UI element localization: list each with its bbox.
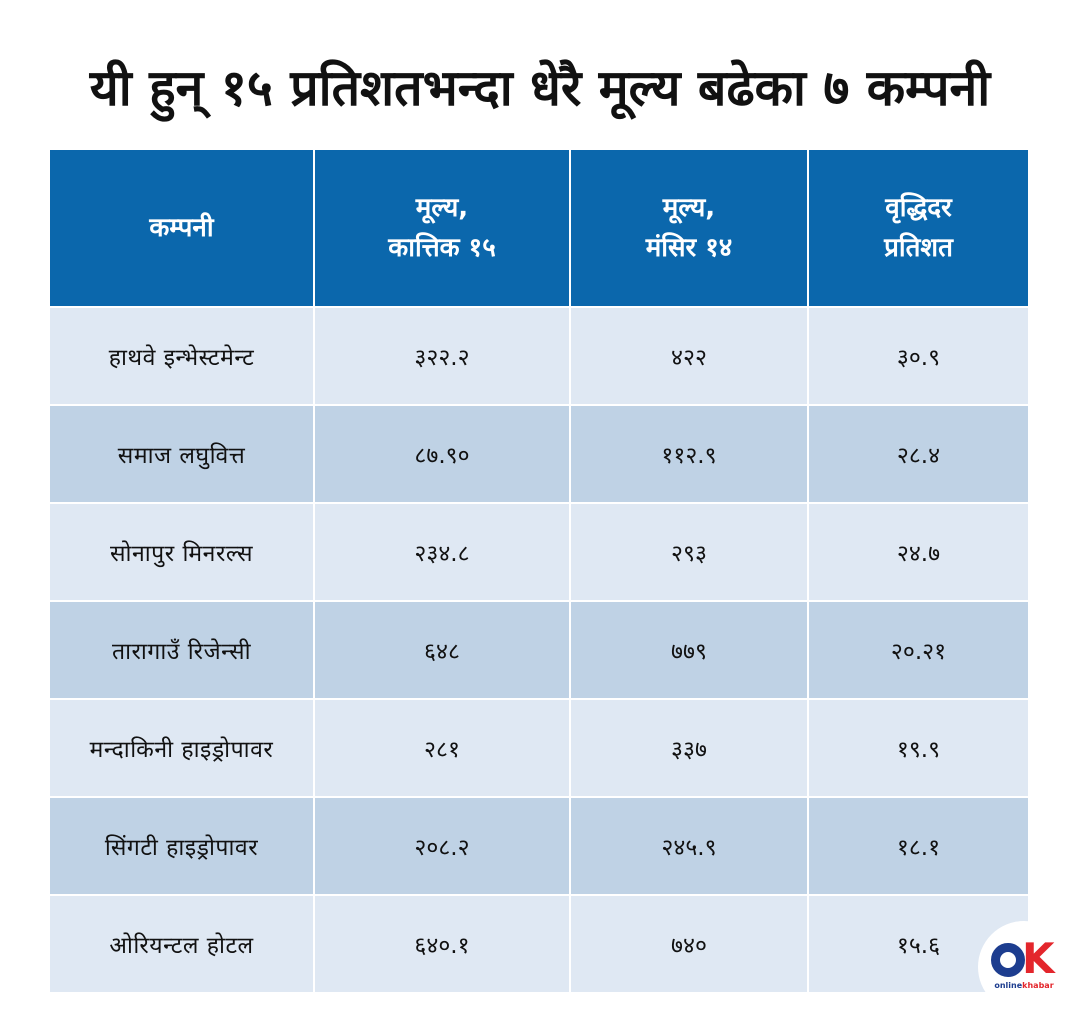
- table-row: सोनापुर मिनरल्स २३४.८ २९३ २४.७: [50, 502, 1028, 601]
- company-cell: ओरियन्टल होटल: [50, 894, 314, 992]
- logo-k-mark: K: [1022, 934, 1055, 983]
- company-cell: मन्दाकिनी हाइड्रोपावर: [50, 698, 314, 797]
- growth-table: कम्पनी मूल्य, कात्तिक १५ मूल्य, मंसिर १४…: [50, 150, 1028, 992]
- price-kartik-cell: ६४०.१: [313, 894, 570, 992]
- price-mangsir-cell: ३३७: [569, 698, 808, 797]
- price-mangsir-cell: २४५.९: [569, 796, 808, 895]
- price-kartik-cell: ३२२.२: [313, 306, 570, 405]
- company-cell: सोनापुर मिनरल्स: [50, 502, 314, 601]
- header-price-mangsir: मूल्य, मंसिर १४: [569, 150, 808, 307]
- company-cell: सिंगटी हाइड्रोपावर: [50, 796, 314, 895]
- logo-o-mark: [991, 943, 1025, 977]
- growth-cell: ३०.९: [807, 306, 1028, 405]
- page-title: यी हुन् १५ प्रतिशतभन्दा धेरै मूल्य बढेका…: [89, 59, 991, 117]
- header-growth: वृद्धिदर प्रतिशत: [807, 150, 1028, 307]
- header-growth-line1: वृद्धिदर: [885, 193, 952, 223]
- price-mangsir-cell: ७४०: [569, 894, 808, 992]
- company-cell: समाज लघुवित्त: [50, 404, 314, 503]
- table-row: समाज लघुवित्त ८७.९० ११२.९ २८.४: [50, 404, 1028, 503]
- header-price-kartik-line2: कात्तिक १५: [388, 233, 496, 263]
- header-company: कम्पनी: [50, 150, 314, 307]
- table-row: हाथवे इन्भेस्टमेन्ट ३२२.२ ४२२ ३०.९: [50, 306, 1028, 405]
- growth-cell: २८.४: [807, 404, 1028, 503]
- header-price-kartik: मूल्य, कात्तिक १५: [313, 150, 570, 307]
- header-price-mangsir-line1: मूल्य,: [662, 193, 716, 223]
- price-kartik-cell: ८७.९०: [313, 404, 570, 503]
- price-kartik-cell: २८१: [313, 698, 570, 797]
- logo-wordmark-prefix: online: [994, 981, 1023, 990]
- table-row: तारागाउँ रिजेन्सी ६४८ ७७९ २०.२१: [50, 600, 1028, 699]
- logo-wordmark: onlinekhabar: [984, 981, 1064, 990]
- price-kartik-cell: २३४.८: [313, 502, 570, 601]
- growth-cell: २०.२१: [807, 600, 1028, 699]
- logo-wordmark-suffix: khabar: [1022, 981, 1054, 990]
- company-cell: हाथवे इन्भेस्टमेन्ट: [50, 306, 314, 405]
- table-row: सिंगटी हाइड्रोपावर २०८.२ २४५.९ १८.१: [50, 796, 1028, 895]
- growth-cell: १८.१: [807, 796, 1028, 895]
- price-mangsir-cell: ११२.९: [569, 404, 808, 503]
- table-row: मन्दाकिनी हाइड्रोपावर २८१ ३३७ १९.९: [50, 698, 1028, 797]
- header-growth-line2: प्रतिशत: [884, 233, 953, 263]
- table-header-row: कम्पनी मूल्य, कात्तिक १५ मूल्य, मंसिर १४…: [50, 150, 1028, 307]
- onlinekhabar-logo[interactable]: K onlinekhabar: [978, 921, 1070, 1013]
- price-kartik-cell: ६४८: [313, 600, 570, 699]
- price-kartik-cell: २०८.२: [313, 796, 570, 895]
- price-mangsir-cell: ७७९: [569, 600, 808, 699]
- header-price-kartik-line1: मूल्य,: [415, 193, 469, 223]
- price-mangsir-cell: २९३: [569, 502, 808, 601]
- header-price-mangsir-line2: मंसिर १४: [645, 233, 733, 263]
- price-mangsir-cell: ४२२: [569, 306, 808, 405]
- company-cell: तारागाउँ रिजेन्सी: [50, 600, 314, 699]
- growth-cell: १९.९: [807, 698, 1028, 797]
- table-row: ओरियन्टल होटल ६४०.१ ७४० १५.६: [50, 894, 1028, 992]
- growth-cell: २४.७: [807, 502, 1028, 601]
